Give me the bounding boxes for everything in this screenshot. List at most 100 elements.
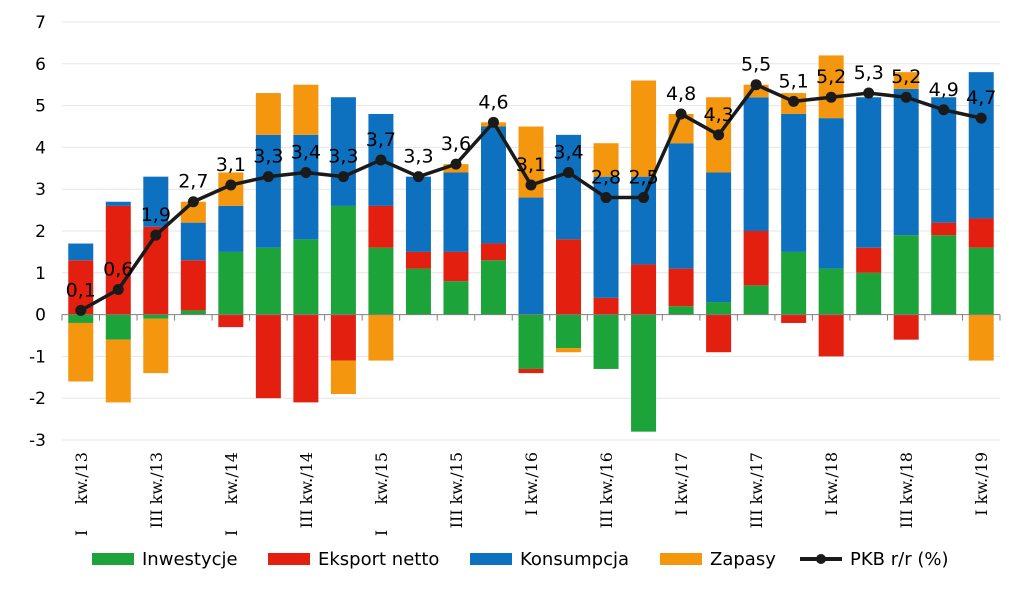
legend-item-pkb: PKB r/r (%): [800, 545, 948, 573]
bar-konsumpcja: [105, 201, 131, 206]
bar-zapasy: [893, 72, 919, 89]
bar-inwestycje: [330, 205, 356, 315]
legend-item-eksport-netto: Eksport netto: [268, 545, 439, 573]
bar-inwestycje: [631, 314, 657, 432]
bar-zapasy: [255, 93, 281, 135]
bar-eksport-netto: [631, 264, 657, 315]
bar-eksport-netto: [105, 205, 131, 315]
pkb-data-label: 4,8: [666, 83, 696, 105]
bar-inwestycje: [743, 285, 769, 315]
bar-eksport-netto: [818, 314, 844, 357]
pkb-data-label: 5,2: [891, 66, 921, 88]
bar-eksport-netto: [293, 314, 319, 403]
bar-konsumpcja: [968, 72, 994, 219]
bar-inwestycje: [68, 314, 94, 323]
pkb-data-label: 4,3: [703, 104, 733, 126]
bar-inwestycje: [818, 268, 844, 315]
pkb-data-label: 5,1: [779, 70, 809, 92]
pkb-data-label: 5,3: [854, 62, 884, 84]
x-tick-label: III kw./13: [147, 452, 166, 528]
y-tick-label: 6: [35, 55, 46, 75]
pkb-point: [187, 196, 199, 208]
pkb-line-series: [75, 79, 987, 316]
bar-konsumpcja: [931, 97, 957, 223]
bar-zapasy: [293, 84, 319, 135]
bar-inwestycje: [443, 281, 469, 315]
x-tick-label: I kw./13: [72, 452, 91, 536]
bar-inwestycje: [218, 251, 244, 315]
bar-konsumpcja: [518, 197, 544, 315]
legend-label-konsumpcja: Konsumpcja: [520, 548, 630, 570]
bar-eksport-netto: [856, 247, 882, 273]
x-tick-label: III kw./16: [597, 452, 616, 528]
bar-eksport-netto: [668, 268, 694, 307]
bar-zapasy: [631, 80, 657, 177]
bar-eksport-netto: [180, 260, 206, 311]
bar-konsumpcja: [856, 97, 882, 248]
legend-item-zapasy: Zapasy: [660, 545, 776, 573]
legend-label-eksport-netto: Eksport netto: [318, 548, 440, 570]
bar-inwestycje: [856, 272, 882, 315]
pkb-point: [563, 166, 575, 178]
bar-inwestycje: [405, 268, 431, 315]
y-tick-label: 1: [35, 264, 46, 284]
bar-inwestycje: [668, 306, 694, 315]
bar-eksport-netto: [743, 231, 769, 286]
pkb-data-label: 0,6: [103, 259, 133, 281]
pkb-data-label: 1,9: [141, 204, 171, 226]
y-axis: -3 -2 -1 0 1 2 3 4 5 6 7: [29, 13, 46, 451]
pkb-point: [450, 158, 462, 170]
bar-zapasy: [818, 55, 844, 119]
x-tick-label: I kw./16: [522, 452, 541, 516]
bar-eksport-netto: [255, 314, 281, 399]
bar-inwestycje: [293, 239, 319, 315]
bar-konsumpcja: [893, 88, 919, 236]
bar-konsumpcja: [480, 126, 506, 244]
bar-inwestycje: [968, 247, 994, 315]
bar-zapasy: [330, 360, 356, 395]
bar-inwestycje: [255, 247, 281, 315]
pkb-data-label: 5,5: [741, 54, 771, 76]
bar-inwestycje: [368, 247, 394, 315]
bar-eksport-netto: [556, 239, 582, 315]
pkb-point: [412, 171, 424, 183]
legend: Inwestycje Eksport netto Konsumpcja Zapa…: [0, 545, 1023, 573]
bar-konsumpcja: [818, 118, 844, 269]
bar-konsumpcja: [330, 97, 356, 206]
y-tick-label: 2: [35, 222, 46, 242]
bar-konsumpcja: [405, 176, 431, 252]
bar-eksport-netto: [518, 368, 544, 374]
legend-label-zapasy: Zapasy: [710, 548, 776, 570]
pkb-point: [638, 192, 650, 204]
pkb-data-label: 3,3: [403, 146, 433, 168]
pkb-data-label: 2,5: [628, 167, 658, 189]
legend-label-pkb: PKB r/r (%): [850, 548, 949, 570]
pkb-point: [225, 179, 237, 191]
data-labels: 0,1 0,6 1,9 2,7 3,1 3,3 3,4 3,3 3,7 3,3 3,6 4,6 3,1 3…: [66, 54, 997, 302]
pkb-point: [300, 166, 312, 178]
bar-konsumpcja: [743, 97, 769, 232]
bar-konsumpcja: [443, 172, 469, 252]
bar-zapasy: [105, 339, 131, 403]
pkb-data-label: 2,7: [178, 171, 208, 193]
pkb-data-label: 3,4: [291, 141, 321, 163]
pkb-data-label: 4,9: [929, 79, 959, 101]
pkb-data-label: 3,4: [553, 141, 583, 163]
bar-eksport-netto: [893, 314, 919, 340]
bar-konsumpcja: [143, 176, 169, 227]
legend-item-inwestycje: Inwestycje: [92, 545, 238, 573]
y-tick-label: 3: [35, 180, 46, 200]
x-axis: I kw./13 III kw./13 I kw./14 III kw./14 I kw…: [61, 314, 1001, 536]
bar-inwestycje: [781, 251, 807, 315]
x-tick-label: I kw./17: [672, 452, 691, 516]
pkb-data-label: 3,3: [328, 146, 358, 168]
x-tick-label: III kw./15: [447, 452, 466, 528]
bar-inwestycje: [931, 235, 957, 315]
bar-zapasy: [593, 143, 619, 177]
y-tick-label: -2: [29, 389, 46, 409]
pkb-data-label: 4,7: [966, 87, 996, 109]
legend-swatch-eksport-netto: [268, 553, 310, 565]
y-tick-label: -3: [29, 431, 46, 451]
pkb-point: [750, 79, 762, 91]
